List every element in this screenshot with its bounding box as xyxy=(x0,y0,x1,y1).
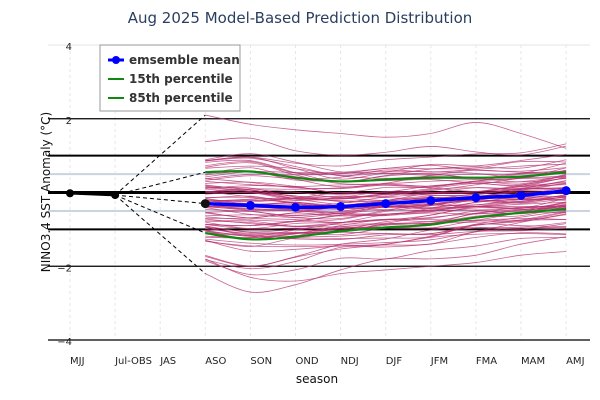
ensemble-member-line xyxy=(205,163,567,181)
observed-point[interactable] xyxy=(66,189,74,198)
x-tick-label: Jul-OBS xyxy=(114,356,152,367)
ensemble-member-line xyxy=(205,173,567,190)
x-tick-label: FMA xyxy=(476,356,497,367)
ensemble-member-line xyxy=(205,196,567,218)
legend-item-ensemble-mean[interactable]: emsemble mean xyxy=(108,53,240,67)
x-tick-label: JFM xyxy=(430,356,448,367)
ensemble-member-line xyxy=(205,232,567,270)
dashed-connector xyxy=(114,194,206,234)
chart-title: Aug 2025 Model-Based Prediction Distribu… xyxy=(128,9,473,27)
y-ticks: 4 2 −2 −4 xyxy=(57,42,72,348)
ensemble-member-line xyxy=(205,201,567,217)
legend-label-ensemble-mean: emsemble mean xyxy=(129,53,240,67)
x-tick-label: OND xyxy=(296,356,319,367)
ensemble-member-line xyxy=(205,159,567,183)
ensemble-member-line xyxy=(205,205,567,229)
ensemble-member-line xyxy=(205,184,567,201)
x-tick-label: SON xyxy=(250,356,272,367)
ensemble-mean-point[interactable] xyxy=(200,199,210,209)
legend-label-15th-percentile: 15th percentile xyxy=(129,72,233,86)
legend: emsemble mean 15th percentile 85th perce… xyxy=(99,44,241,112)
observed-point[interactable] xyxy=(111,191,120,200)
ensemble-member-line xyxy=(205,173,567,193)
x-tick-label: AMJ xyxy=(566,356,584,367)
y-tick-label: 2 xyxy=(66,116,72,127)
series-layer xyxy=(66,170,571,241)
ensemble-member-line xyxy=(205,137,567,156)
ensemble-mean-point[interactable] xyxy=(561,186,571,196)
dashed-connector xyxy=(114,114,206,196)
ensemble-member-line xyxy=(205,143,567,167)
ensemble-member-line xyxy=(205,223,567,241)
percentile-15-line xyxy=(205,207,567,241)
x-tick-label: ASO xyxy=(205,356,226,367)
ensemble-mean-point[interactable] xyxy=(336,202,346,212)
ensemble-mean-point[interactable] xyxy=(381,199,391,209)
y-tick-label: 4 xyxy=(66,42,72,53)
legend-label-85th-percentile: 85th percentile xyxy=(129,91,233,105)
dashed-connectors xyxy=(114,114,206,275)
x-tick-label: MJJ xyxy=(70,356,85,367)
ensemble-member-line xyxy=(205,175,567,194)
percentile-85-line xyxy=(205,170,567,183)
legend-marker-ensemble-mean xyxy=(112,56,120,64)
x-tick-label: MAM xyxy=(521,356,545,367)
x-axis-title: season xyxy=(296,372,338,386)
y-tick-label: −4 xyxy=(57,337,72,348)
ensemble-member-line xyxy=(205,190,567,222)
x-tick-label: NDJ xyxy=(341,356,359,367)
ensemble-member-line xyxy=(205,236,567,293)
ensemble-member-line xyxy=(205,226,567,248)
x-tick-label: JAS xyxy=(159,356,176,367)
ensemble-mean-point[interactable] xyxy=(471,193,481,203)
ensemble-member-line xyxy=(205,206,567,227)
ensemble-member-line xyxy=(205,189,567,199)
legend-item-85th-percentile[interactable]: 85th percentile xyxy=(108,91,233,105)
ensemble-mean-point[interactable] xyxy=(291,202,300,212)
ensemble-mean-point[interactable] xyxy=(516,190,526,200)
ensemble-member-line xyxy=(205,114,567,149)
y-tick-label: −2 xyxy=(57,263,72,274)
ensemble-mean-point[interactable] xyxy=(245,200,255,210)
x-tick-label: DJF xyxy=(386,356,403,367)
observed-line xyxy=(69,191,116,197)
x-ticks: MJJ Jul-OBS JAS ASO SON OND NDJ DJF JFM FMA MAM AMJ xyxy=(70,356,585,367)
y-axis-title: NINO3.4 SST Anomaly (°C) xyxy=(39,112,53,272)
ensemble-member-line xyxy=(205,154,567,176)
dashed-connector xyxy=(114,171,206,196)
ensemble-member-line xyxy=(205,211,567,267)
dashed-connector xyxy=(115,194,206,205)
legend-item-15th-percentile[interactable]: 15th percentile xyxy=(108,72,233,86)
ensemble-member-line xyxy=(205,160,567,180)
ensemble-member-line xyxy=(205,251,567,282)
ensemble-mean-point[interactable] xyxy=(426,196,436,206)
ensemble-member-line xyxy=(205,167,567,194)
dashed-connector xyxy=(114,194,206,275)
ensemble-member-line xyxy=(205,167,567,188)
